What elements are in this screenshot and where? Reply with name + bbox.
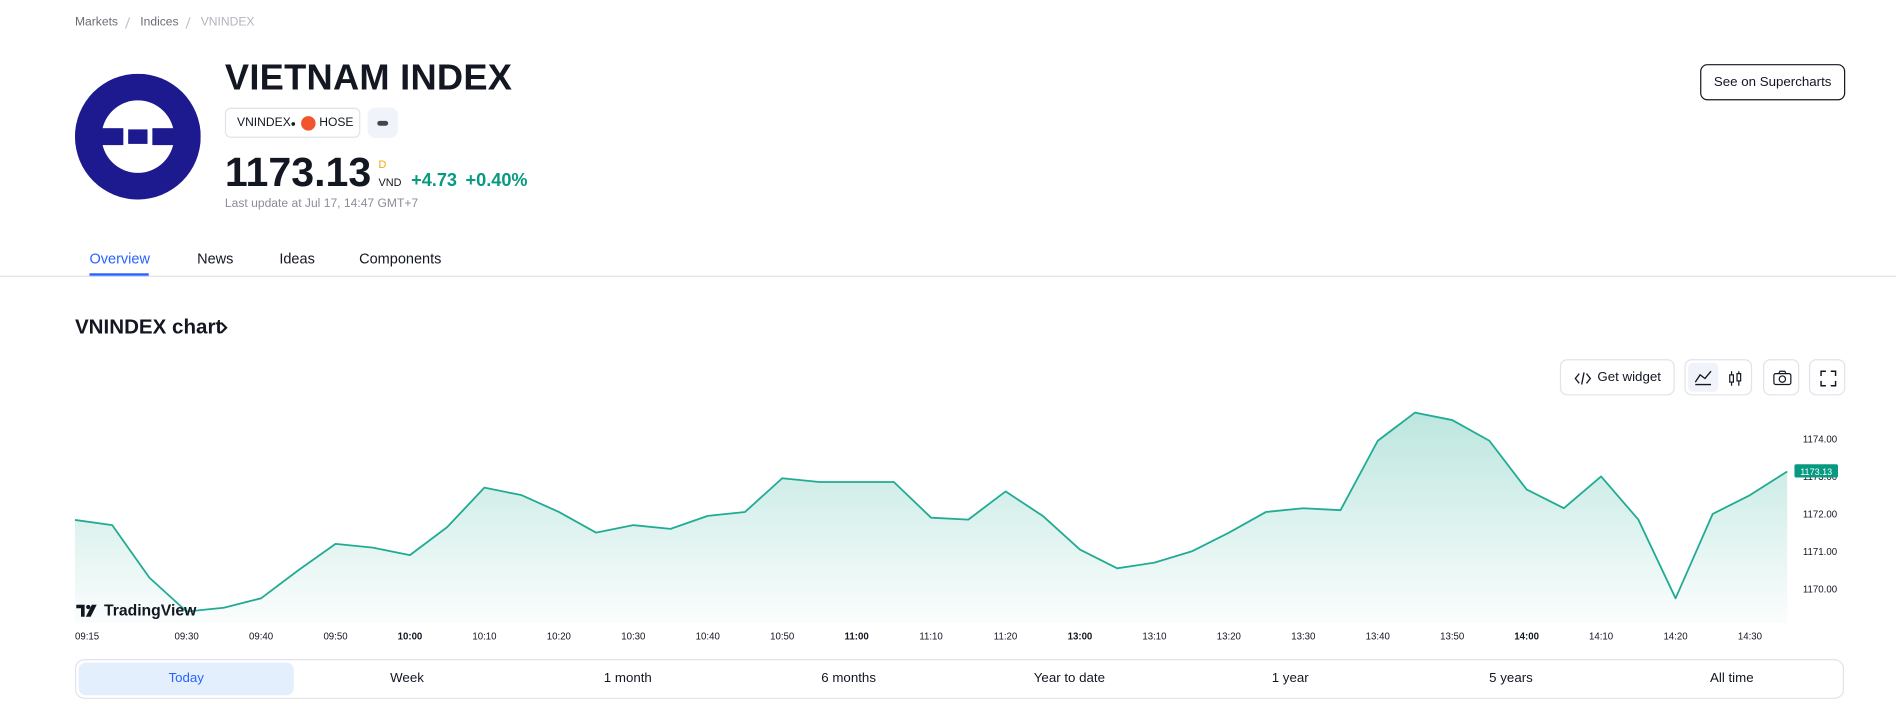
interval: D — [378, 158, 387, 171]
x-tick-label: 13:30 — [1291, 632, 1315, 643]
y-tick-label: 1174.00 — [1803, 434, 1837, 445]
x-tick-label: 13:00 — [1068, 632, 1093, 643]
area-type-button[interactable] — [1688, 362, 1719, 392]
range-button[interactable]: 5 years — [1489, 671, 1533, 686]
candle-type-button[interactable] — [1728, 370, 1743, 387]
x-tick-label: 13:40 — [1366, 632, 1390, 643]
last-price-label: 1173.13 — [1800, 467, 1832, 477]
x-tick-label: 10:00 — [398, 632, 423, 643]
price: 1173.13 — [224, 149, 372, 196]
x-tick-label: 11:00 — [845, 632, 869, 643]
x-tick-label: 10:50 — [770, 632, 794, 643]
breadcrumb[interactable]: Markets — [74, 15, 118, 30]
y-tick-label: 1171.00 — [1803, 547, 1837, 558]
chevron — [220, 322, 228, 334]
symbol-chip[interactable]: VNINDEX HOSE — [224, 107, 361, 138]
flag — [301, 116, 316, 131]
range-button[interactable]: 1 month — [603, 671, 652, 686]
symbol: VNINDEX — [237, 116, 291, 130]
x-tick-label: 10:30 — [621, 632, 645, 643]
y-tick-label: 1172.00 — [1803, 510, 1837, 521]
range-button[interactable]: 6 months — [821, 671, 876, 686]
tab[interactable]: Overview — [89, 250, 150, 268]
dot — [291, 122, 296, 126]
range-button[interactable]: Today — [78, 662, 294, 696]
range-bar — [74, 659, 1845, 699]
x-tick-label: 11:20 — [994, 632, 1017, 643]
last-price-tag — [1794, 464, 1838, 478]
icon — [1694, 370, 1712, 386]
x-tick-label: 10:20 — [547, 632, 571, 643]
branding-text: TradingView — [103, 600, 197, 620]
change-percent: +0.40% — [465, 170, 528, 192]
x-tick-label: 10:40 — [696, 632, 720, 643]
last-update: Last update at Jul 17, 14:47 GMT+7 — [224, 197, 419, 211]
more-button[interactable] — [367, 107, 398, 138]
x-tick-label: 11:10 — [919, 632, 942, 643]
x-tick-label: 13:20 — [1217, 632, 1241, 643]
breadcrumb: VNINDEX — [200, 15, 255, 30]
branding-logo — [76, 604, 97, 617]
x-tick-label: 09:50 — [323, 632, 347, 643]
line — [74, 411, 1788, 613]
icon — [377, 120, 389, 126]
x-tick-label: 13:50 — [1440, 632, 1464, 643]
fullscreen-button[interactable] — [1808, 359, 1846, 396]
x-tick-label: 09:40 — [249, 632, 273, 643]
y-tick-label: 1170.00 — [1803, 585, 1837, 596]
widget-button[interactable]: Get widget — [1559, 359, 1675, 396]
tab[interactable]: Ideas — [279, 250, 315, 268]
supercharts-button[interactable]: See on Supercharts — [1700, 64, 1846, 101]
icon — [1820, 370, 1837, 387]
snapshot-button[interactable] — [1763, 359, 1800, 396]
divider — [0, 275, 1896, 277]
section-title[interactable]: VNINDEX chart — [74, 315, 223, 339]
exchange: HOSE — [319, 116, 354, 130]
currency: VND — [378, 176, 402, 189]
symbol-title: VIETNAM INDEX — [224, 58, 513, 98]
x-tick-label: 10:10 — [472, 632, 496, 643]
tab-underline — [89, 273, 149, 277]
widget-label: Get widget — [1597, 370, 1661, 385]
icon — [1773, 370, 1792, 386]
x-tick-label: 13:10 — [1142, 632, 1166, 643]
x-tick-label: 14:00 — [1514, 632, 1539, 643]
logo — [74, 73, 201, 200]
x-tick-label: 14:30 — [1738, 632, 1762, 643]
range-button[interactable]: Week — [390, 671, 424, 686]
tab[interactable]: Components — [359, 250, 442, 268]
chart-type-group — [1684, 359, 1753, 396]
x-tick-label: 14:10 — [1589, 632, 1613, 643]
range-button[interactable]: 1 year — [1271, 671, 1309, 686]
change: +4.73 — [411, 170, 458, 192]
icon — [1574, 372, 1592, 385]
breadcrumb[interactable]: Indices — [140, 15, 179, 30]
x-tick-label: 09:30 — [175, 632, 199, 643]
range-button[interactable]: All time — [1709, 671, 1754, 686]
tab[interactable]: News — [197, 250, 234, 268]
x-tick-label: 14:20 — [1663, 632, 1687, 643]
x-tick-label: 09:15 — [75, 632, 99, 643]
range-button[interactable]: Year to date — [1033, 671, 1106, 686]
